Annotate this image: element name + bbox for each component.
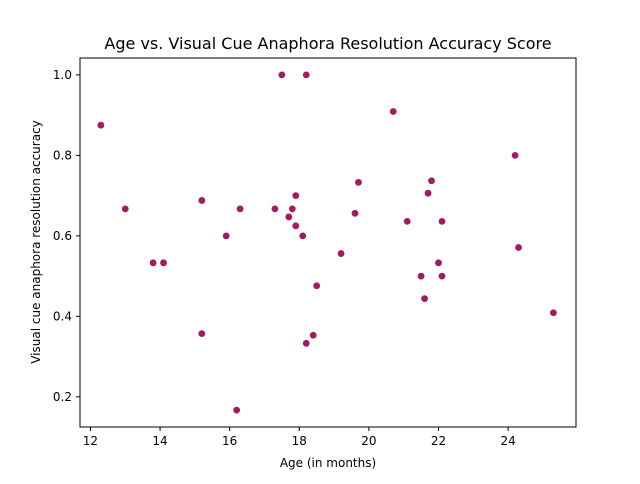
x-tick-label: 22 [431,434,446,448]
y-tick-label: 1.0 [53,68,72,82]
data-point [424,189,432,197]
y-tick-label: 0.4 [53,309,72,323]
x-tick-label: 12 [83,434,98,448]
data-point [198,197,206,204]
x-tick-label: 18 [292,434,307,448]
data-point [428,177,435,185]
data-point [302,339,310,347]
data-point [417,272,425,280]
data-point [351,209,359,217]
x-tick-label: 14 [152,434,167,448]
data-point [337,250,345,257]
y-tick-label: 0.8 [53,148,72,162]
y-tick-label: 0.2 [53,390,72,404]
data-point [355,178,362,186]
data-point [236,205,244,213]
data-point [285,213,293,221]
data-point [288,205,296,213]
data-point [515,244,522,251]
data-point [198,330,206,338]
data-point [271,205,279,213]
data-point [438,217,446,225]
x-tick-label: 24 [500,434,515,448]
data-point [121,205,129,213]
data-point [389,108,397,115]
data-point [302,71,310,79]
data-point [278,71,286,79]
data-point [292,222,300,230]
data-point [435,259,442,267]
data-point [160,259,167,267]
x-axis-label: Age (in months) [280,456,376,470]
data-point [313,282,321,290]
data-point [511,151,519,159]
chart-title: Age vs. Visual Cue Anaphora Resolution A… [104,34,551,53]
data-point [438,272,446,280]
data-point [149,259,157,267]
x-tick-label: 16 [222,434,237,448]
x-axis-ticks: 12 14 16 18 20 22 24 [83,427,516,448]
data-point [292,192,300,200]
data-point [233,406,241,414]
data-point [403,217,411,225]
y-axis-label: Visual cue anaphora resolution accuracy [29,120,43,364]
y-axis-ticks: 0.2 0.4 0.6 0.8 1.0 [53,68,80,404]
data-points [97,71,557,414]
data-point [549,309,557,317]
x-tick-label: 20 [361,434,376,448]
plot-frame [79,57,577,428]
data-point [299,232,307,240]
y-tick-label: 0.6 [53,229,72,243]
data-point [97,121,105,129]
data-point [421,295,428,303]
data-point [222,232,230,240]
data-point [309,331,317,339]
